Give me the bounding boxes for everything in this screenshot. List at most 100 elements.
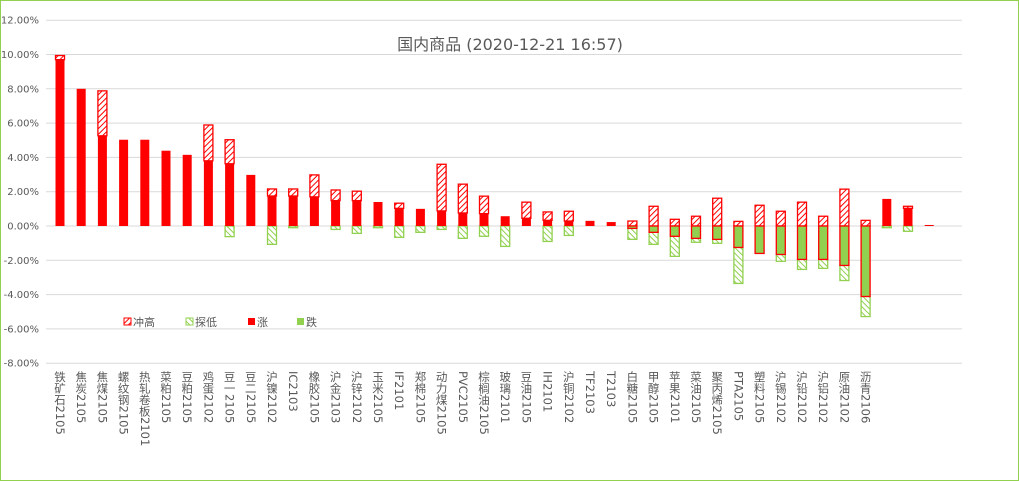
bar-up xyxy=(203,160,213,226)
bar-down xyxy=(796,225,808,261)
legend-swatch-up xyxy=(248,318,255,325)
chart-title: 国内商品 (2020-12-21 16:57) xyxy=(397,35,623,54)
bar-low xyxy=(500,225,511,248)
x-tick-label: IH2101 xyxy=(540,371,555,413)
bar-high xyxy=(627,220,638,227)
bar-high xyxy=(436,163,447,212)
bar-up xyxy=(119,139,129,226)
bar-low xyxy=(330,225,341,231)
bar-high xyxy=(457,183,468,214)
bar-up xyxy=(521,218,531,226)
x-tick-label: 热轧卷板2101 xyxy=(137,371,152,447)
bar-up xyxy=(585,220,595,226)
legend: 冲高 探低 涨 跌 xyxy=(123,315,317,329)
bar-low xyxy=(394,225,405,238)
bar-up xyxy=(437,210,447,226)
bar-up xyxy=(606,222,616,226)
x-tick-label: 沥青2106 xyxy=(858,371,873,424)
bar-high xyxy=(97,90,108,137)
bar-high xyxy=(521,201,532,219)
bar-high xyxy=(330,189,341,202)
x-tick-label: 白糖2105 xyxy=(625,371,640,424)
x-tick-label: 沪锡2102 xyxy=(773,371,788,424)
legend-label-low: 探低 xyxy=(195,316,217,329)
bar-up xyxy=(415,208,425,226)
bar-high xyxy=(754,204,765,227)
bar-low xyxy=(648,231,659,246)
bar-high xyxy=(54,54,66,61)
bar-low xyxy=(860,295,871,318)
bar-high xyxy=(839,188,850,227)
x-tick-label: 铁矿石2105 xyxy=(53,371,67,435)
y-tick-label: 2.00% xyxy=(7,187,39,198)
x-tick-label: 焦煤2105 xyxy=(95,371,110,424)
x-tick-label: 橡胶2105 xyxy=(307,371,322,424)
x-tick-label: 焦炭2105 xyxy=(74,371,89,424)
bar-up xyxy=(882,198,892,226)
x-tick-label: 塑料2105 xyxy=(752,371,767,424)
bar-up xyxy=(458,212,468,226)
legend-label-down: 跌 xyxy=(306,315,317,329)
bar-down xyxy=(860,225,871,298)
bar-down xyxy=(839,225,850,267)
bar-down xyxy=(733,225,744,249)
bars xyxy=(54,54,934,318)
bar-high xyxy=(266,188,278,197)
bar-up xyxy=(225,163,235,226)
bar-up xyxy=(140,139,150,226)
bar-up xyxy=(182,154,192,226)
bar-low xyxy=(733,246,744,285)
x-tick-label: PTA2105 xyxy=(731,371,746,422)
bar-high xyxy=(394,202,405,209)
bar-high xyxy=(203,124,214,162)
x-tick-label: 动力煤2105 xyxy=(434,371,449,435)
bar-up xyxy=(288,195,298,226)
bar-high xyxy=(733,220,744,227)
bar-high xyxy=(542,211,553,221)
y-tick-label: 8.00% xyxy=(7,84,39,95)
x-tick-label: 沪镍2102 xyxy=(265,371,279,424)
bar-down xyxy=(648,225,659,233)
bar-high xyxy=(775,210,786,227)
bar-low xyxy=(436,225,447,231)
bar-high xyxy=(563,210,574,222)
legend-label-high: 冲高 xyxy=(133,315,155,329)
bar-high xyxy=(224,139,235,165)
bar-low xyxy=(266,225,278,246)
bar-up xyxy=(373,201,383,226)
bar-up xyxy=(352,200,362,226)
y-tick-label: 0.00% xyxy=(7,222,39,233)
bar-low xyxy=(881,225,892,229)
x-tick-label: 苹果2101 xyxy=(667,371,682,424)
bar-high xyxy=(712,197,723,227)
bar-low xyxy=(818,258,829,270)
x-tick-label: 豆油2105 xyxy=(519,371,534,424)
y-tick-label: -2.00% xyxy=(4,256,39,267)
y-tick-label: 10.00% xyxy=(1,50,39,61)
x-tick-label: 郑棉2105 xyxy=(413,371,428,424)
bar-low xyxy=(478,225,490,237)
x-tick-label: 玻璃2101 xyxy=(498,371,513,424)
y-tick-label: 6.00% xyxy=(7,119,39,130)
y-axis-ticks: 12.00% 10.00% 8.00% 6.00% 4.00% 2.00% 0.00% -2.… xyxy=(1,16,39,370)
x-tick-label: 菜油2105 xyxy=(689,371,703,424)
bar-low xyxy=(288,225,299,229)
bar-up xyxy=(161,150,171,226)
bar-low xyxy=(415,225,426,233)
bar-low xyxy=(775,253,786,262)
y-tick-label: -4.00% xyxy=(4,290,39,301)
legend-swatch-down xyxy=(297,318,304,325)
x-tick-label: 沪铝2102 xyxy=(816,371,831,424)
bar-low xyxy=(669,235,680,258)
bar-down xyxy=(712,225,723,241)
bar-low xyxy=(224,225,235,238)
bar-down xyxy=(690,225,702,239)
bar-high xyxy=(648,205,659,227)
legend-label-up: 涨 xyxy=(257,316,268,329)
x-tick-label: 棕榈油2105 xyxy=(477,371,491,435)
x-tick-label: T2103 xyxy=(604,371,619,408)
bar-low xyxy=(542,225,553,243)
bar-high xyxy=(309,174,320,198)
bar-high xyxy=(669,218,680,227)
bar-up xyxy=(479,213,489,226)
